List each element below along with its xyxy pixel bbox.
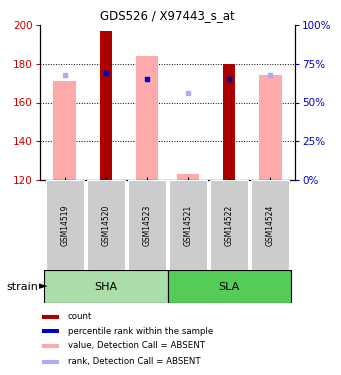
Bar (210, 180, 248, 270)
Text: GSM14523: GSM14523 (143, 204, 151, 246)
Title: GDS526 / X97443_s_at: GDS526 / X97443_s_at (100, 9, 235, 22)
Text: strain: strain (7, 282, 39, 291)
Bar (259, 75, 282, 180)
Text: SLA: SLA (219, 282, 240, 291)
Bar (44, 270, 167, 303)
Bar (42, 344, 59, 348)
Text: GSM14519: GSM14519 (60, 204, 69, 246)
Text: count: count (68, 312, 92, 321)
Bar (87, 180, 125, 270)
Bar (100, 31, 112, 180)
Bar (167, 270, 291, 303)
Bar (251, 180, 289, 270)
Bar (42, 329, 59, 333)
Bar (169, 180, 207, 270)
Text: value, Detection Call = ABSENT: value, Detection Call = ABSENT (68, 342, 205, 351)
Bar (46, 180, 84, 270)
Text: GSM14524: GSM14524 (266, 204, 275, 246)
Bar (128, 180, 166, 270)
Text: SHA: SHA (94, 282, 117, 291)
Text: GSM14521: GSM14521 (183, 204, 193, 246)
Bar (177, 174, 199, 180)
Text: GSM14520: GSM14520 (101, 204, 110, 246)
Text: GSM14522: GSM14522 (225, 204, 234, 246)
Text: percentile rank within the sample: percentile rank within the sample (68, 327, 213, 336)
Bar (136, 56, 158, 180)
Bar (42, 360, 59, 363)
Bar (223, 64, 235, 180)
Bar (54, 81, 76, 180)
Bar (42, 315, 59, 319)
Text: ►: ► (39, 282, 48, 291)
Text: rank, Detection Call = ABSENT: rank, Detection Call = ABSENT (68, 357, 201, 366)
